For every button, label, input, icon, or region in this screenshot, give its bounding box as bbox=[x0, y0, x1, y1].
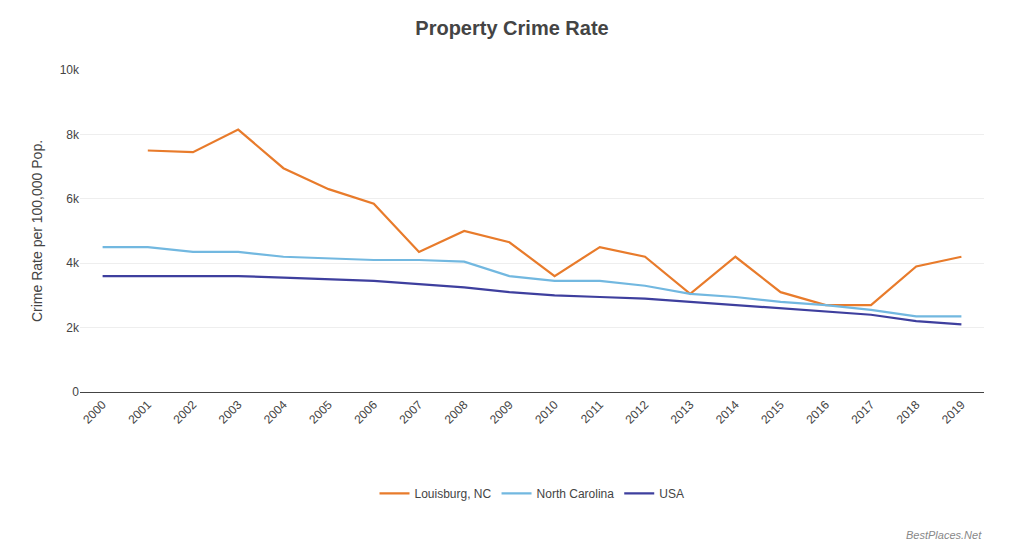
svg-text:2000: 2000 bbox=[80, 398, 109, 427]
svg-text:2017: 2017 bbox=[849, 398, 878, 427]
svg-text:USA: USA bbox=[659, 487, 684, 501]
svg-text:6k: 6k bbox=[66, 192, 80, 206]
svg-text:BestPlaces.Net: BestPlaces.Net bbox=[906, 529, 982, 541]
svg-text:2010: 2010 bbox=[532, 398, 561, 427]
svg-text:Crime Rate per 100,000 Pop.: Crime Rate per 100,000 Pop. bbox=[29, 140, 45, 322]
svg-text:2012: 2012 bbox=[623, 398, 652, 427]
svg-text:0: 0 bbox=[72, 385, 79, 399]
svg-text:2002: 2002 bbox=[171, 398, 200, 427]
svg-text:2019: 2019 bbox=[939, 398, 968, 427]
svg-text:2003: 2003 bbox=[216, 398, 245, 427]
svg-text:2005: 2005 bbox=[306, 398, 335, 427]
svg-text:2004: 2004 bbox=[261, 398, 290, 427]
svg-text:2006: 2006 bbox=[351, 398, 380, 427]
svg-text:2008: 2008 bbox=[442, 398, 471, 427]
svg-text:Property Crime Rate: Property Crime Rate bbox=[415, 17, 608, 39]
svg-text:2011: 2011 bbox=[578, 398, 606, 426]
svg-text:2018: 2018 bbox=[894, 398, 923, 427]
svg-text:8k: 8k bbox=[66, 128, 80, 142]
svg-text:2013: 2013 bbox=[668, 398, 697, 427]
svg-text:10k: 10k bbox=[60, 63, 80, 77]
svg-text:2007: 2007 bbox=[397, 398, 426, 427]
svg-text:2009: 2009 bbox=[487, 398, 516, 427]
svg-text:2014: 2014 bbox=[713, 398, 742, 427]
svg-text:North Carolina: North Carolina bbox=[537, 487, 615, 501]
svg-text:2001: 2001 bbox=[125, 398, 154, 427]
svg-text:2k: 2k bbox=[66, 321, 80, 335]
svg-text:Louisburg, NC: Louisburg, NC bbox=[415, 487, 492, 501]
svg-text:4k: 4k bbox=[66, 256, 80, 270]
svg-text:2015: 2015 bbox=[758, 398, 787, 427]
svg-text:2016: 2016 bbox=[803, 398, 832, 427]
